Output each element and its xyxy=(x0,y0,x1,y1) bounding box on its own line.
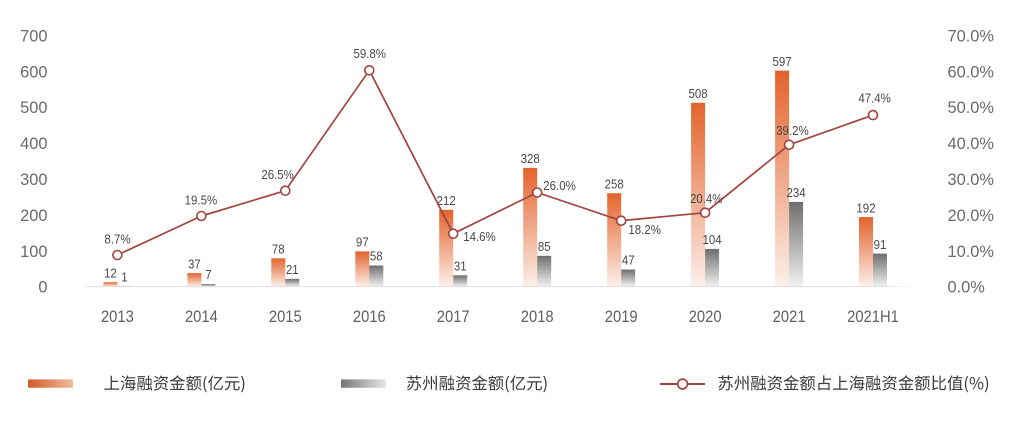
svg-text:59.8%: 59.8% xyxy=(353,46,386,61)
svg-text:2013: 2013 xyxy=(101,308,134,326)
svg-text:2019: 2019 xyxy=(605,308,638,326)
svg-text:2015: 2015 xyxy=(269,308,302,326)
svg-text:60.0%: 60.0% xyxy=(948,63,994,81)
svg-text:10.0%: 10.0% xyxy=(948,243,994,261)
svg-text:20.4%: 20.4% xyxy=(690,191,723,206)
svg-text:47.4%: 47.4% xyxy=(858,91,891,106)
svg-text:18.2%: 18.2% xyxy=(628,222,661,237)
svg-text:47: 47 xyxy=(622,253,635,268)
svg-text:14.6%: 14.6% xyxy=(463,229,496,244)
svg-text:26.0%: 26.0% xyxy=(543,178,576,193)
svg-text:7: 7 xyxy=(205,267,211,282)
svg-text:26.5%: 26.5% xyxy=(261,167,294,182)
svg-text:2021H1: 2021H1 xyxy=(847,308,899,326)
svg-text:234: 234 xyxy=(787,185,806,200)
svg-text:600: 600 xyxy=(20,63,47,81)
svg-text:700: 700 xyxy=(20,27,47,45)
svg-text:91: 91 xyxy=(874,237,887,252)
svg-text:200: 200 xyxy=(20,207,47,225)
svg-text:37: 37 xyxy=(188,257,201,272)
svg-text:97: 97 xyxy=(356,235,369,250)
svg-text:104: 104 xyxy=(703,232,722,247)
svg-text:8.7%: 8.7% xyxy=(104,232,130,247)
svg-text:2014: 2014 xyxy=(185,308,218,326)
svg-text:50.0%: 50.0% xyxy=(948,99,994,117)
svg-text:2021: 2021 xyxy=(773,308,806,326)
svg-text:40.0%: 40.0% xyxy=(948,135,994,153)
svg-text:300: 300 xyxy=(20,171,47,189)
svg-text:39.2%: 39.2% xyxy=(776,123,809,138)
svg-text:20.0%: 20.0% xyxy=(948,207,994,225)
svg-text:12: 12 xyxy=(104,266,117,281)
svg-text:78: 78 xyxy=(272,242,285,257)
svg-text:2017: 2017 xyxy=(437,308,470,326)
svg-text:192: 192 xyxy=(856,201,875,216)
svg-text:500: 500 xyxy=(20,99,47,117)
svg-text:2020: 2020 xyxy=(689,308,722,326)
svg-text:328: 328 xyxy=(521,151,540,166)
svg-text:21: 21 xyxy=(286,262,299,277)
svg-text:597: 597 xyxy=(773,54,792,69)
svg-text:258: 258 xyxy=(605,177,624,192)
svg-text:85: 85 xyxy=(538,239,551,254)
svg-text:19.5%: 19.5% xyxy=(185,193,218,208)
svg-text:31: 31 xyxy=(454,259,467,274)
svg-text:2016: 2016 xyxy=(353,308,386,326)
svg-text:30.0%: 30.0% xyxy=(948,171,994,189)
svg-text:508: 508 xyxy=(689,86,708,101)
svg-text:100: 100 xyxy=(20,243,47,261)
svg-text:58: 58 xyxy=(370,249,383,264)
svg-text:400: 400 xyxy=(20,135,47,153)
svg-text:1: 1 xyxy=(121,270,127,285)
svg-text:2018: 2018 xyxy=(521,308,554,326)
svg-text:0.0%: 0.0% xyxy=(948,279,985,297)
svg-text:70.0%: 70.0% xyxy=(948,27,994,45)
svg-text:0: 0 xyxy=(38,279,47,297)
